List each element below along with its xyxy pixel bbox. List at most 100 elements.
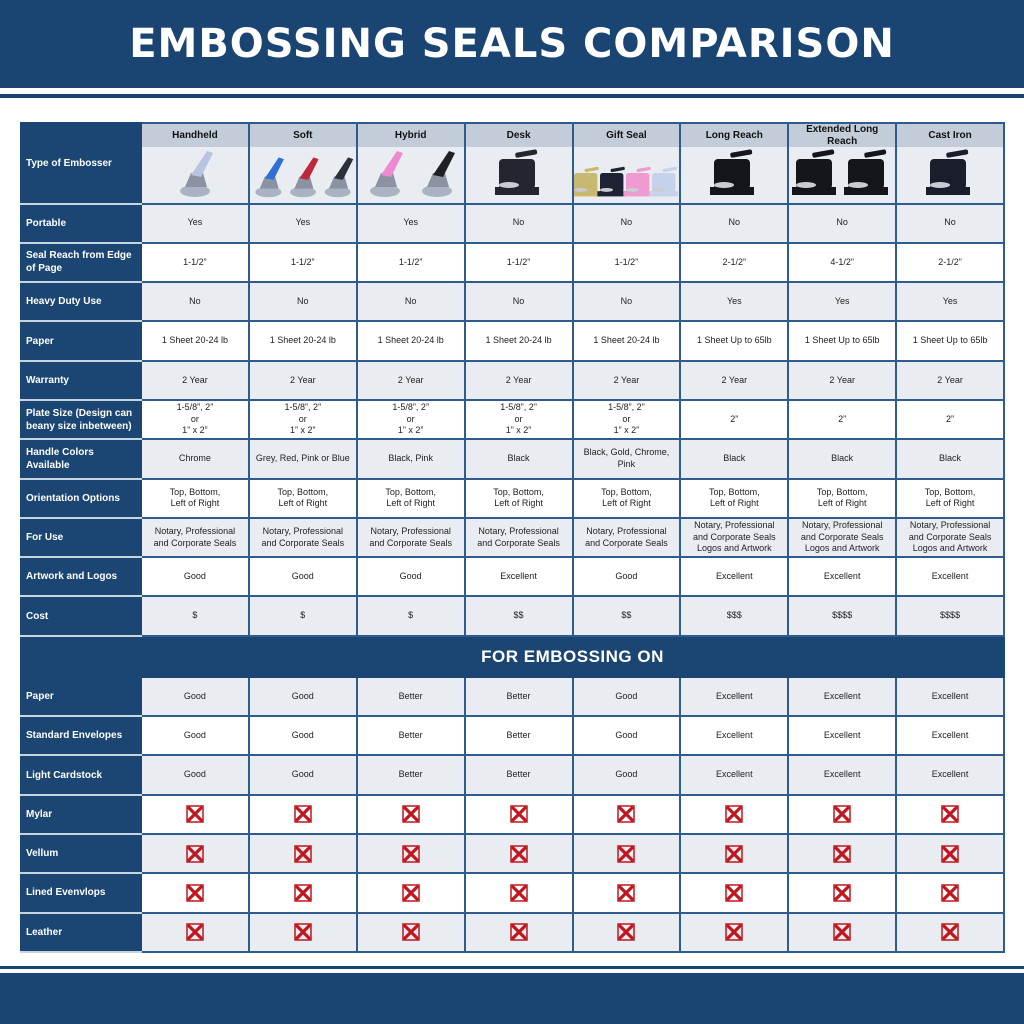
table-row: Light Cardstock Good Good Better Better Good E… (20, 754, 1005, 796)
image-row (21, 147, 1005, 205)
row-label: For Use (20, 516, 142, 559)
table-row: Orientation Options Top, Bottom, Left of … (20, 477, 1005, 519)
table-cell: Notary, Professional and Corporate Seals (247, 516, 358, 559)
table-cell: 2 Year (463, 359, 574, 401)
table-row: Leather (20, 911, 1005, 953)
not-supported-x-icon (787, 832, 898, 875)
table-cell: No (787, 202, 898, 244)
table-cell: Notary, Professional and Corporate Seals (463, 516, 574, 559)
table-cell: Top, Bottom, Left of Right (355, 477, 466, 519)
table-cell: Excellent (895, 675, 1005, 718)
table-cell: Good (247, 715, 358, 757)
table-cell: Top, Bottom, Left of Right (679, 477, 790, 519)
column-header: Cast Iron (895, 122, 1005, 147)
table-cell: No (571, 202, 682, 244)
row-label: Handle Colors Available (20, 438, 142, 480)
table-row: Paper Good Good Better Better Good Excellent Ex… (20, 675, 1005, 718)
not-supported-x-icon (679, 872, 790, 914)
table-cell: 2 Year (247, 359, 358, 401)
table-cell: 2 Year (571, 359, 682, 401)
table-cell: Yes (355, 202, 466, 244)
not-supported-x-icon (679, 911, 790, 953)
table-cell: Black (787, 438, 898, 480)
column-header: Soft (247, 122, 358, 147)
table-cell: Good (140, 675, 250, 718)
column-header: Extended Long Reach (787, 122, 898, 147)
table-cell: 1-1/2” (140, 241, 250, 284)
table-cell: Excellent (463, 556, 574, 598)
not-supported-x-icon (247, 872, 358, 914)
table-row: Artwork and Logos Good Good Good Excellent Go… (20, 556, 1005, 598)
table-cell: Good (571, 754, 682, 796)
table-cell: 1 Sheet 20-24 lb (247, 320, 358, 362)
not-supported-x-icon (463, 832, 574, 875)
table-cell: $$ (571, 595, 682, 637)
table-cell: 1 Sheet 20-24 lb (355, 320, 466, 362)
table-row: Lined Evenvlops (20, 872, 1005, 914)
not-supported-x-icon (247, 911, 358, 953)
table-cell: 1-5/8”, 2” or 1” x 2” (247, 398, 358, 441)
not-supported-x-icon (895, 832, 1005, 875)
table-cell: Notary, Professional and Corporate Seals… (895, 516, 1005, 559)
footer-banner (0, 973, 1024, 1024)
not-supported-x-icon (895, 872, 1005, 914)
table-cell: Top, Bottom, Left of Right (571, 477, 682, 519)
not-supported-x-icon (247, 832, 358, 875)
table-cell: No (247, 281, 358, 323)
table-cell: 2” (895, 398, 1005, 441)
table-cell: Yes (679, 281, 790, 323)
table-cell: Good (355, 556, 466, 598)
row-label: Vellum (20, 832, 142, 875)
title-banner: EMBOSSING SEALS COMPARISON (0, 0, 1024, 88)
table-cell: 1 Sheet Up to 65lb (787, 320, 898, 362)
row-label: Plate Size (Design can beany size inbetw… (20, 398, 142, 441)
table-cell: 1-5/8”, 2” or 1” x 2” (463, 398, 574, 441)
table-cell: $ (247, 595, 358, 637)
table-cell: Excellent (787, 715, 898, 757)
table-cell: No (679, 202, 790, 244)
not-supported-x-icon (355, 911, 466, 953)
row-label: Seal Reach from Edge of Page (20, 241, 142, 284)
table-cell: $ (140, 595, 250, 637)
table-row: Handle Colors Available Chrome Grey, Red, … (20, 438, 1005, 480)
column-header-row: Type of Embosser Handheld Soft Hybrid Desk Gi… (20, 122, 1005, 205)
hybrid-embosser-image (355, 147, 466, 205)
table-cell: 1 Sheet Up to 65lb (895, 320, 1005, 362)
table-cell: Good (571, 556, 682, 598)
cast-iron-embosser-image (895, 147, 1005, 205)
table-cell: 2” (787, 398, 898, 441)
not-supported-x-icon (140, 793, 250, 835)
table-cell: Good (140, 715, 250, 757)
table-cell: Good (571, 675, 682, 718)
table-cell: Top, Bottom, Left of Right (787, 477, 898, 519)
table-cell: Chrome (140, 438, 250, 480)
long-reach-embosser-image (679, 147, 790, 205)
table-cell: Notary, Professional and Corporate Seals (571, 516, 682, 559)
section-spacer (20, 634, 142, 678)
not-supported-x-icon (140, 872, 250, 914)
column-header: Gift Seal (571, 122, 682, 147)
table-cell: 1 Sheet 20-24 lb (140, 320, 250, 362)
row-label: Orientation Options (20, 477, 142, 519)
table-cell: Good (247, 556, 358, 598)
row-label: Paper (20, 320, 142, 362)
row-label: Leather (20, 911, 142, 953)
table-cell: No (463, 202, 574, 244)
table-cell: Yes (247, 202, 358, 244)
table-cell: Yes (787, 281, 898, 323)
row-label: Mylar (20, 793, 142, 835)
table-cell: No (463, 281, 574, 323)
table-cell: 1-1/2” (571, 241, 682, 284)
table-cell: Better (355, 754, 466, 796)
row-label: Type of Embosser (20, 122, 142, 205)
not-supported-x-icon (787, 911, 898, 953)
table-row: Mylar (20, 793, 1005, 835)
extended-long-reach-embosser-image (787, 147, 898, 205)
table-row: For Use Notary, Professional and Corporat… (20, 516, 1005, 559)
not-supported-x-icon (463, 872, 574, 914)
table-cell: Notary, Professional and Corporate Seals… (679, 516, 790, 559)
table-cell: Good (140, 754, 250, 796)
column-header: Hybrid (355, 122, 466, 147)
table-cell: Better (463, 754, 574, 796)
table-cell: Top, Bottom, Left of Right (895, 477, 1005, 519)
